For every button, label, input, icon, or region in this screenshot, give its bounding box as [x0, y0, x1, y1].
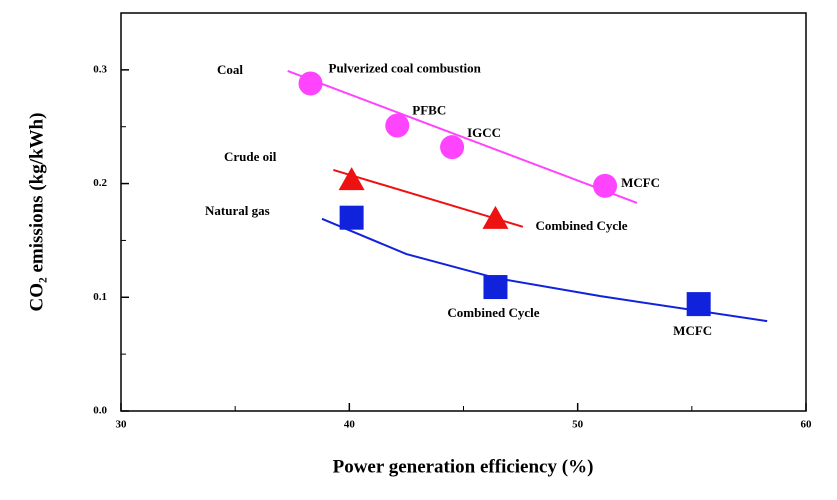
point-label: PFBC	[412, 103, 446, 118]
marker	[593, 173, 618, 198]
marker	[482, 205, 509, 229]
y-tick-label: 0.1	[93, 291, 107, 303]
series-label: Crude oil	[224, 149, 277, 164]
marker	[385, 113, 410, 138]
trend-line	[287, 70, 638, 204]
x-tick-label: 30	[116, 419, 128, 431]
x-tick-label: 40	[344, 419, 356, 431]
y-tick-label: 0.3	[93, 63, 107, 75]
point-label: Combined Cycle	[535, 218, 627, 233]
x-axis-label: Power generation efficiency (%)	[333, 456, 594, 477]
y-tick-label: 0.0	[93, 405, 107, 417]
marker	[483, 275, 508, 300]
y-tick-label: 0.2	[93, 177, 107, 189]
y-axis-label: CO₂ emissions (kg/kWh)	[26, 113, 47, 312]
point-label: MCFC	[621, 175, 660, 190]
series-label: Natural gas	[205, 203, 270, 218]
marker	[338, 167, 365, 191]
x-tick-label: 60	[801, 419, 813, 431]
point-label: MCFC	[673, 323, 712, 338]
marker	[440, 135, 465, 160]
point-label: Pulverized coal combustion	[329, 60, 482, 75]
x-tick-label: 50	[572, 419, 584, 431]
point-label: IGCC	[467, 125, 501, 140]
point-label: Combined Cycle	[447, 305, 539, 320]
marker	[298, 71, 323, 96]
series-label: Coal	[217, 62, 243, 77]
marker	[686, 292, 711, 317]
marker	[339, 205, 364, 230]
